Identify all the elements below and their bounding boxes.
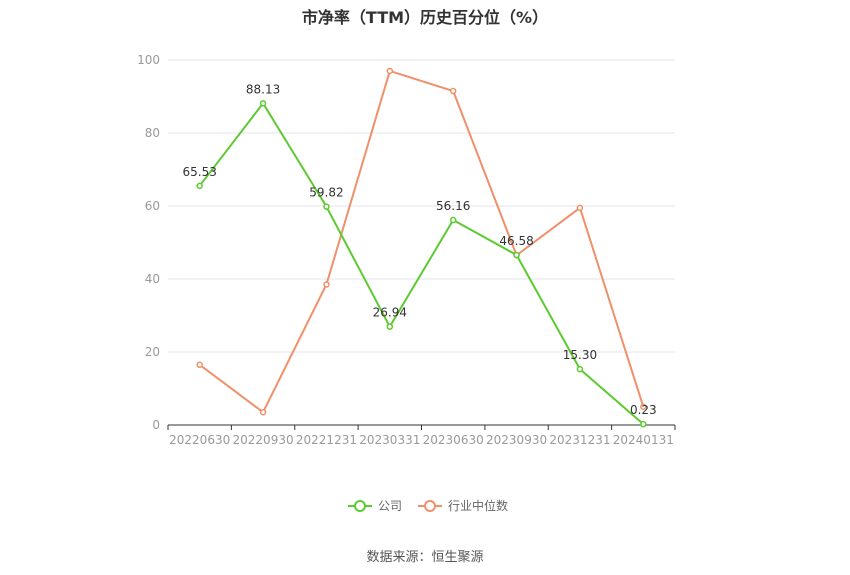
data-point — [640, 420, 647, 428]
data-label: 26.94 — [373, 306, 407, 320]
legend-label-0: 公司 — [378, 499, 402, 513]
data-point — [576, 365, 584, 373]
x-tick-label: 20230630 — [423, 433, 484, 447]
data-point — [323, 281, 330, 288]
y-tick-label: 80 — [145, 126, 160, 140]
data-point — [323, 203, 330, 210]
data-point — [576, 204, 584, 212]
data-point — [196, 361, 203, 369]
data-point — [640, 403, 647, 410]
x-tick-label: 20221231 — [296, 433, 357, 447]
legend-marker-1 — [424, 500, 436, 512]
x-tick-label: 20240131 — [613, 433, 674, 447]
data-label: 0.23 — [630, 403, 657, 417]
data-point — [449, 87, 457, 95]
y-axis-ticks: 0 20 40 60 80 100 — [137, 53, 160, 432]
x-tick-label: 20231231 — [549, 433, 610, 447]
series-line-1 — [199, 69, 645, 414]
y-tick-label: 100 — [137, 53, 160, 67]
data-label: 46.58 — [499, 234, 533, 248]
data-point — [386, 67, 394, 75]
x-axis: 20220630 20220930 20221231 20230331 20230630… — [167, 424, 676, 447]
x-tick-label: 20220630 — [169, 433, 230, 447]
data-point — [513, 251, 520, 259]
data-label: 88.13 — [246, 82, 280, 96]
x-tick-label: 20220930 — [233, 433, 294, 447]
data-point — [196, 182, 203, 190]
data-point — [449, 216, 457, 224]
y-tick-label: 0 — [152, 418, 160, 432]
chart-title: 市净率（TTM）历史百分位（%） — [301, 8, 549, 27]
legend: 公司 行业中位数 — [348, 498, 508, 513]
data-label: 59.82 — [309, 186, 343, 200]
data-label: 15.30 — [563, 348, 597, 362]
x-tick-label: 20230930 — [486, 433, 547, 447]
series-line-0 — [198, 102, 644, 425]
grid-lines — [168, 59, 675, 353]
y-tick-label: 40 — [145, 272, 160, 286]
data-point — [259, 100, 267, 107]
data-point — [259, 408, 267, 416]
legend-label-1: 行业中位数 — [448, 498, 508, 513]
series-group — [196, 67, 647, 428]
y-tick-label: 20 — [145, 345, 160, 359]
x-tick-label: 20230331 — [359, 433, 420, 447]
data-labels: 65.53 88.13 59.82 26.94 56.16 46.58 15.30 0.23 — [183, 82, 657, 417]
legend-marker-0 — [354, 500, 366, 512]
data-label: 56.16 — [436, 199, 470, 213]
data-point — [386, 323, 394, 330]
data-label: 65.53 — [183, 165, 217, 179]
data-source: 数据来源：恒生聚源 — [366, 550, 484, 565]
y-tick-label: 60 — [145, 199, 160, 213]
